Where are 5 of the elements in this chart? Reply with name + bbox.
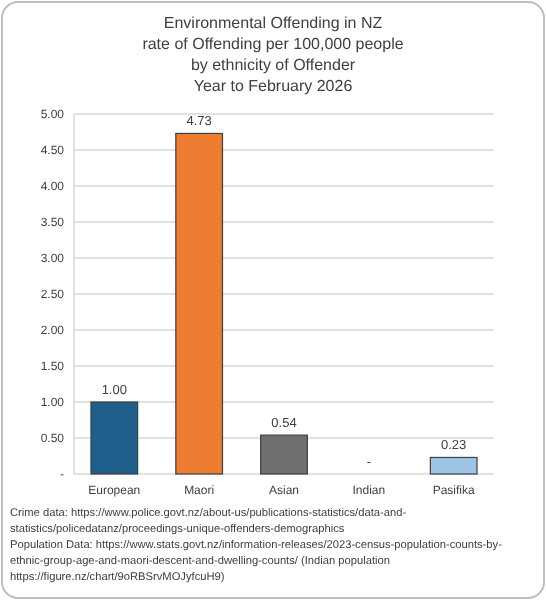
bar — [175, 132, 224, 475]
bar — [90, 401, 139, 475]
chart-title: Environmental Offending in NZ rate of Offending per 100,000 people by ethnicity of Offender Year to February 2026 — [142, 14, 405, 95]
bar — [429, 456, 478, 475]
bar — [260, 434, 308, 475]
